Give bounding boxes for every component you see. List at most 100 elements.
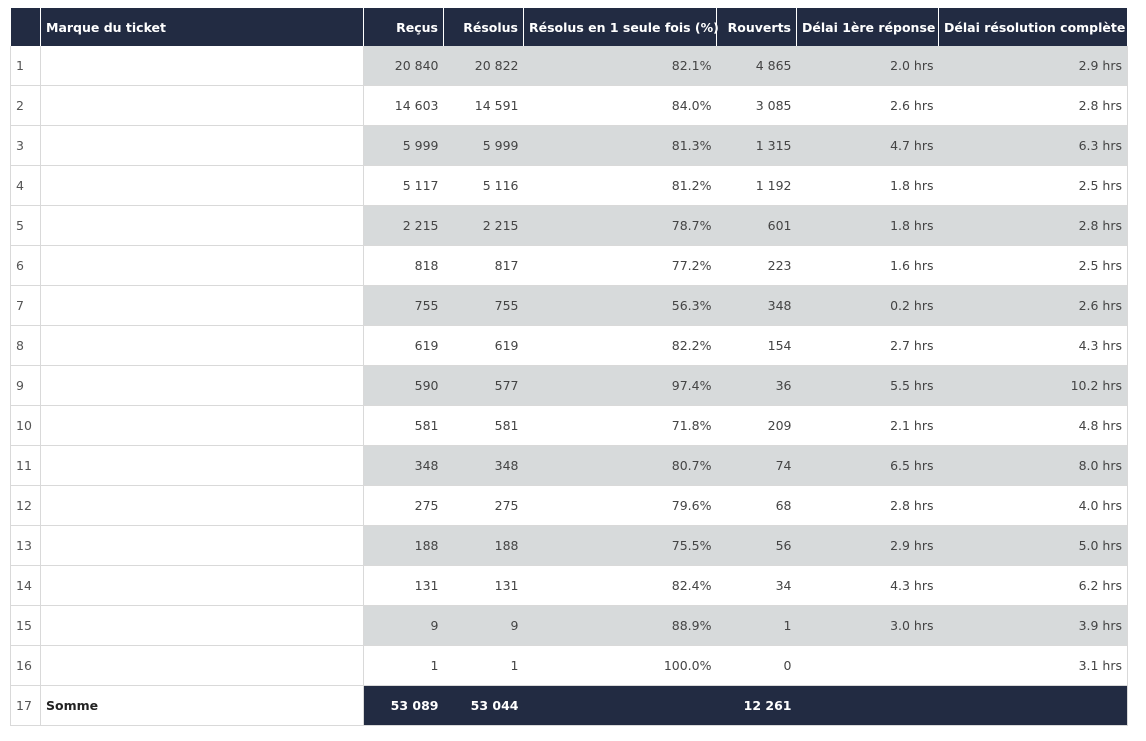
cell-first-response-time: 1.8 hrs bbox=[796, 165, 939, 206]
cell-resolved: 9 bbox=[443, 605, 524, 646]
table-row[interactable]: 12 275 275 79.6% 68 2.8 hrs 4.0 hrs bbox=[10, 485, 1128, 526]
table-row[interactable]: 6 818 817 77.2% 223 1.6 hrs 2.5 hrs bbox=[10, 245, 1128, 286]
cell-row-index: 2 bbox=[10, 85, 41, 126]
cell-first-response-time: 2.9 hrs bbox=[796, 525, 939, 566]
cell-full-resolution-time bbox=[938, 685, 1128, 726]
table-row[interactable]: 8 619 619 82.2% 154 2.7 hrs 4.3 hrs bbox=[10, 325, 1128, 366]
cell-full-resolution-time: 3.9 hrs bbox=[938, 605, 1128, 646]
cell-reopened: 1 315 bbox=[716, 125, 797, 166]
table-row[interactable]: 4 5 117 5 116 81.2% 1 192 1.8 hrs 2.5 hrs bbox=[10, 165, 1128, 206]
cell-resolved: 53 044 bbox=[443, 685, 524, 726]
cell-row-index: 1 bbox=[10, 46, 41, 86]
cell-brand bbox=[40, 485, 364, 526]
cell-row-index: 12 bbox=[10, 485, 41, 526]
column-header-first-contact-resolution-pct[interactable]: Résolus en 1 seule fois (%) bbox=[523, 8, 719, 46]
cell-full-resolution-time: 3.1 hrs bbox=[938, 645, 1128, 686]
cell-reopened: 56 bbox=[716, 525, 797, 566]
cell-reopened: 74 bbox=[716, 445, 797, 486]
cell-row-index: 10 bbox=[10, 405, 41, 446]
table-row[interactable]: 16 1 1 100.0% 0 3.1 hrs bbox=[10, 645, 1128, 686]
table-row[interactable]: 7 755 755 56.3% 348 0.2 hrs 2.6 hrs bbox=[10, 285, 1128, 326]
cell-row-index: 6 bbox=[10, 245, 41, 286]
table-row[interactable]: 11 348 348 80.7% 74 6.5 hrs 8.0 hrs bbox=[10, 445, 1128, 486]
cell-brand bbox=[40, 205, 364, 246]
cell-brand bbox=[40, 285, 364, 326]
cell-resolved: 817 bbox=[443, 245, 524, 286]
cell-full-resolution-time: 2.8 hrs bbox=[938, 85, 1128, 126]
cell-full-resolution-time: 2.6 hrs bbox=[938, 285, 1128, 326]
table-row[interactable]: 14 131 131 82.4% 34 4.3 hrs 6.2 hrs bbox=[10, 565, 1128, 606]
column-header-full-resolution-time[interactable]: Délai résolution complète bbox=[938, 8, 1128, 46]
cell-first-response-time: 1.8 hrs bbox=[796, 205, 939, 246]
cell-first-contact-resolution-pct: 82.2% bbox=[523, 325, 717, 366]
cell-received: 348 bbox=[363, 445, 444, 486]
cell-first-contact-resolution-pct: 100.0% bbox=[523, 645, 717, 686]
cell-received: 14 603 bbox=[363, 85, 444, 126]
table-row[interactable]: 10 581 581 71.8% 209 2.1 hrs 4.8 hrs bbox=[10, 405, 1128, 446]
cell-reopened: 601 bbox=[716, 205, 797, 246]
cell-first-contact-resolution-pct: 81.3% bbox=[523, 125, 717, 166]
column-header-brand[interactable]: Marque du ticket bbox=[40, 8, 364, 46]
cell-reopened: 36 bbox=[716, 365, 797, 406]
cell-row-index: 5 bbox=[10, 205, 41, 246]
cell-brand bbox=[40, 645, 364, 686]
table-row[interactable]: 15 9 9 88.9% 1 3.0 hrs 3.9 hrs bbox=[10, 605, 1128, 646]
header-row: Marque du ticket Reçus Résolus Résolus en 1… bbox=[10, 8, 1128, 46]
table-row[interactable]: 13 188 188 75.5% 56 2.9 hrs 5.0 hrs bbox=[10, 525, 1128, 566]
cell-first-response-time: 2.8 hrs bbox=[796, 485, 939, 526]
cell-full-resolution-time: 2.9 hrs bbox=[938, 46, 1128, 86]
cell-first-contact-resolution-pct: 77.2% bbox=[523, 245, 717, 286]
cell-received: 20 840 bbox=[363, 46, 444, 86]
table-row[interactable]: 9 590 577 97.4% 36 5.5 hrs 10.2 hrs bbox=[10, 365, 1128, 406]
cell-row-index: 9 bbox=[10, 365, 41, 406]
cell-received: 1 bbox=[363, 645, 444, 686]
cell-full-resolution-time: 4.8 hrs bbox=[938, 405, 1128, 446]
column-header-received[interactable]: Reçus bbox=[363, 8, 444, 46]
cell-resolved: 1 bbox=[443, 645, 524, 686]
table-row[interactable]: 1 20 840 20 822 82.1% 4 865 2.0 hrs 2.9 hrs bbox=[10, 46, 1128, 86]
cell-reopened: 68 bbox=[716, 485, 797, 526]
cell-row-index: 11 bbox=[10, 445, 41, 486]
cell-received: 619 bbox=[363, 325, 444, 366]
cell-resolved: 131 bbox=[443, 565, 524, 606]
cell-first-contact-resolution-pct bbox=[523, 685, 717, 726]
cell-row-index: 14 bbox=[10, 565, 41, 606]
cell-full-resolution-time: 2.8 hrs bbox=[938, 205, 1128, 246]
cell-reopened: 3 085 bbox=[716, 85, 797, 126]
cell-reopened: 348 bbox=[716, 285, 797, 326]
cell-row-index: 13 bbox=[10, 525, 41, 566]
table-row[interactable]: 2 14 603 14 591 84.0% 3 085 2.6 hrs 2.8 hrs bbox=[10, 85, 1128, 126]
cell-row-index: 17 bbox=[10, 685, 41, 726]
cell-first-contact-resolution-pct: 71.8% bbox=[523, 405, 717, 446]
cell-first-response-time: 0.2 hrs bbox=[796, 285, 939, 326]
cell-resolved: 619 bbox=[443, 325, 524, 366]
cell-first-contact-resolution-pct: 75.5% bbox=[523, 525, 717, 566]
cell-first-response-time: 1.6 hrs bbox=[796, 245, 939, 286]
cell-first-contact-resolution-pct: 78.7% bbox=[523, 205, 717, 246]
cell-first-response-time: 5.5 hrs bbox=[796, 365, 939, 406]
column-header-row-index[interactable] bbox=[10, 8, 41, 46]
cell-brand bbox=[40, 325, 364, 366]
cell-first-contact-resolution-pct: 88.9% bbox=[523, 605, 717, 646]
cell-received: 755 bbox=[363, 285, 444, 326]
cell-row-index: 8 bbox=[10, 325, 41, 366]
cell-reopened: 154 bbox=[716, 325, 797, 366]
cell-resolved: 755 bbox=[443, 285, 524, 326]
cell-brand bbox=[40, 165, 364, 206]
cell-first-response-time: 2.7 hrs bbox=[796, 325, 939, 366]
cell-received: 53 089 bbox=[363, 685, 444, 726]
cell-first-response-time: 2.0 hrs bbox=[796, 46, 939, 86]
column-header-resolved[interactable]: Résolus bbox=[443, 8, 524, 46]
total-row[interactable]: 17 Somme 53 089 53 044 12 261 bbox=[10, 685, 1128, 726]
cell-first-response-time: 4.3 hrs bbox=[796, 565, 939, 606]
column-header-reopened[interactable]: Rouverts bbox=[716, 8, 797, 46]
cell-received: 818 bbox=[363, 245, 444, 286]
column-header-first-response-time[interactable]: Délai 1ère réponse bbox=[796, 8, 939, 46]
cell-brand bbox=[40, 245, 364, 286]
cell-full-resolution-time: 10.2 hrs bbox=[938, 365, 1128, 406]
cell-resolved: 20 822 bbox=[443, 46, 524, 86]
cell-received: 131 bbox=[363, 565, 444, 606]
cell-full-resolution-time: 2.5 hrs bbox=[938, 245, 1128, 286]
